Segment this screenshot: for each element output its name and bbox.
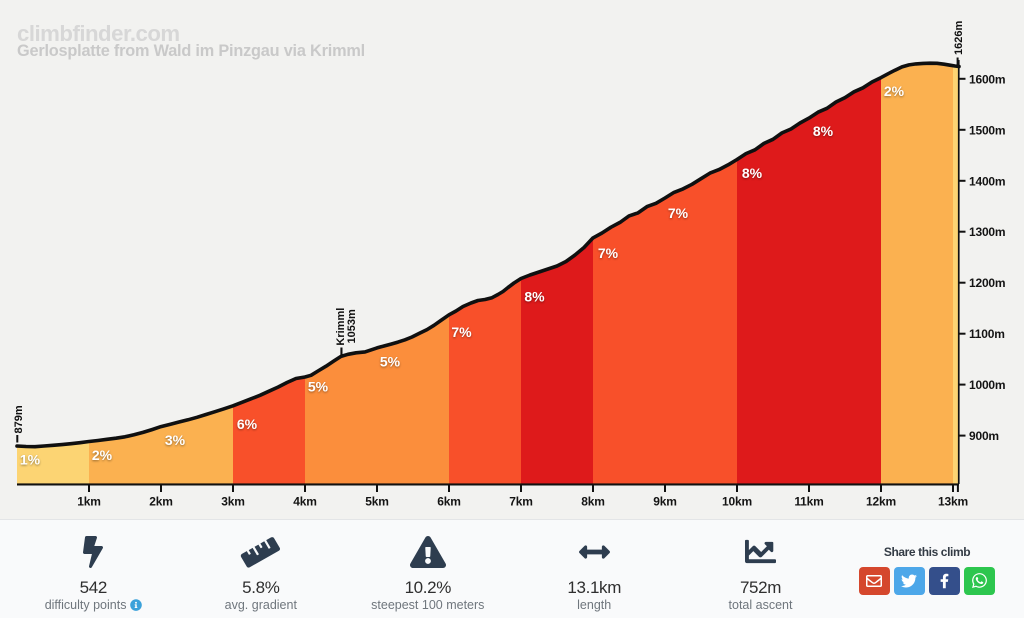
svg-text:12km: 12km (866, 495, 896, 509)
svg-text:10km: 10km (722, 495, 752, 509)
svg-text:1600m: 1600m (969, 72, 1005, 86)
svg-text:1053m: 1053m (346, 309, 358, 343)
svg-text:879m: 879m (13, 405, 25, 433)
svg-text:7%: 7% (598, 245, 619, 261)
svg-text:1400m: 1400m (969, 174, 1005, 188)
svg-text:7km: 7km (509, 495, 532, 509)
svg-text:900m: 900m (969, 429, 999, 443)
svg-text:8%: 8% (813, 123, 834, 139)
svg-text:8km: 8km (581, 495, 604, 509)
svg-text:1km: 1km (77, 495, 100, 509)
svg-text:5%: 5% (308, 379, 329, 395)
svg-text:8%: 8% (524, 289, 545, 305)
svg-text:1%: 1% (20, 452, 41, 468)
svg-text:1200m: 1200m (969, 276, 1005, 290)
svg-text:4km: 4km (293, 495, 316, 509)
svg-text:3%: 3% (165, 432, 186, 448)
svg-text:7%: 7% (668, 205, 689, 221)
svg-text:Krimml: Krimml (335, 308, 347, 346)
svg-text:6km: 6km (437, 495, 460, 509)
svg-text:1500m: 1500m (969, 123, 1005, 137)
svg-text:11km: 11km (794, 495, 823, 509)
svg-text:5%: 5% (380, 354, 401, 370)
svg-text:5km: 5km (365, 495, 388, 509)
svg-text:2%: 2% (92, 447, 113, 463)
svg-text:13km: 13km (938, 495, 968, 509)
svg-text:1300m: 1300m (969, 225, 1005, 239)
svg-text:2km: 2km (149, 495, 172, 509)
svg-text:1100m: 1100m (969, 327, 1005, 341)
svg-text:8%: 8% (742, 165, 763, 181)
svg-text:1626m: 1626m (953, 21, 965, 55)
svg-text:1000m: 1000m (969, 378, 1005, 392)
svg-text:3km: 3km (221, 495, 244, 509)
svg-text:7%: 7% (451, 324, 472, 340)
svg-text:9km: 9km (653, 495, 676, 509)
svg-text:2%: 2% (884, 83, 905, 99)
svg-text:6%: 6% (237, 416, 258, 432)
